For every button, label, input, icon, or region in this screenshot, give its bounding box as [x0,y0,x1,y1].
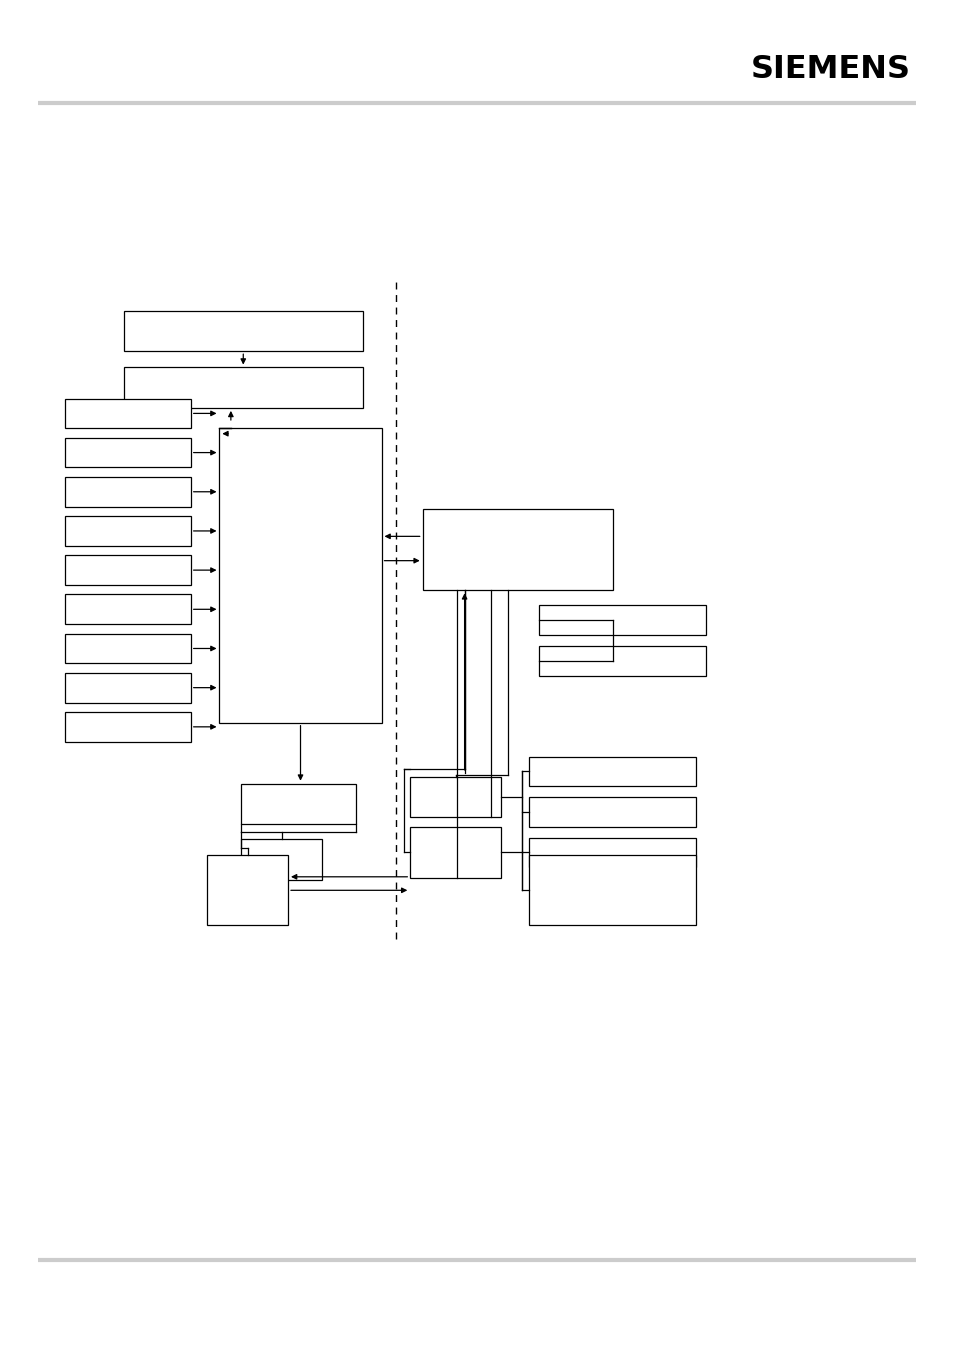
Text: SIEMENS: SIEMENS [750,54,910,85]
Bar [65,555,191,585]
Bar [65,477,191,507]
Bar [529,757,696,786]
Bar [65,516,191,546]
Bar [124,367,362,408]
Bar [124,311,362,351]
Bar [538,646,705,676]
Bar [207,855,288,925]
Bar [410,777,500,817]
Bar [65,712,191,742]
Bar [529,838,696,867]
Bar [65,399,191,428]
Bar [65,594,191,624]
Bar [219,428,381,723]
Bar [65,673,191,703]
Bar [241,784,355,824]
Bar [529,855,696,925]
Bar [65,438,191,467]
Bar [422,509,613,590]
Bar [241,839,322,880]
Bar [65,634,191,663]
Bar [538,605,705,635]
Bar [529,797,696,827]
Bar [410,827,500,878]
